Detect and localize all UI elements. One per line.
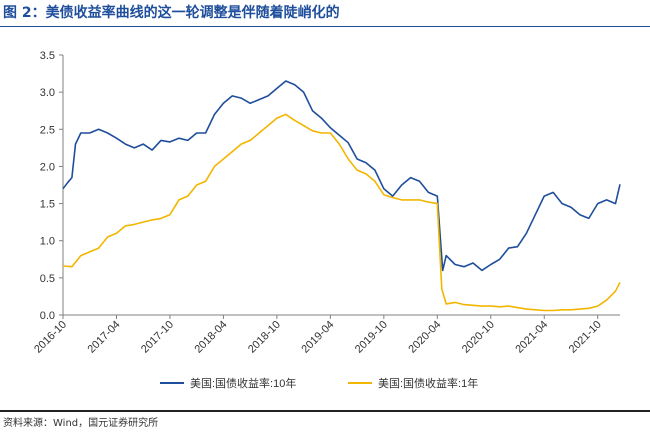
x-tick-label: 2020-04 <box>406 319 443 356</box>
y-tick-label: 1.0 <box>40 236 55 248</box>
y-tick-label: 3.5 <box>40 50 55 62</box>
series-line-1y <box>62 113 621 312</box>
source-note: 资料来源：Wind，国元证券研究所 <box>3 418 159 429</box>
x-tick-label: 2018-10 <box>246 319 283 356</box>
y-tick-label: 1.5 <box>40 199 55 211</box>
title-divider <box>0 26 650 27</box>
x-tick-label: 2021-04 <box>513 319 550 356</box>
plot-frame <box>62 55 620 316</box>
y-tick-label: 3.0 <box>40 87 55 99</box>
y-tick-label: 0.5 <box>40 273 55 285</box>
y-axis: 0.0 0.5 1.0 1.5 2.0 2.5 3.0 3.5 <box>40 50 63 322</box>
x-axis: 2016-10 2017-04 2017-10 2018-04 2018-10 2019-… <box>32 315 604 356</box>
y-tick-label: 2.0 <box>40 161 55 173</box>
line-chart: 0.00.51.01.52.02.53.03.5 2016-10 2017-04 2… <box>32 50 621 390</box>
x-tick-label: 2021-10 <box>567 319 604 356</box>
y-tick-label: 0.0 <box>40 310 55 322</box>
x-tick-label: 2017-04 <box>86 319 123 356</box>
legend: 美国:国债收益率:10年 美国:国债收益率:1年 <box>160 376 478 390</box>
x-tick-label: 2019-10 <box>353 319 390 356</box>
legend-label-1y: 美国:国债收益率:1年 <box>378 376 478 390</box>
y-tick-label: 2.5 <box>40 124 55 136</box>
x-tick-label: 2017-10 <box>139 319 176 356</box>
series-line-10y <box>62 80 621 272</box>
x-tick-label: 2016-10 <box>32 319 69 356</box>
x-tick-label: 2019-04 <box>299 319 336 356</box>
series-lines <box>62 80 621 312</box>
x-tick-label: 2018-04 <box>193 319 230 356</box>
x-tick-label: 2020-10 <box>460 319 497 356</box>
figure-title: 图 2：美债收益率曲线的这一轮调整是伴随着陡峭化的 <box>3 5 340 21</box>
legend-label-10y: 美国:国债收益率:10年 <box>190 376 296 390</box>
footer-divider <box>0 410 650 412</box>
